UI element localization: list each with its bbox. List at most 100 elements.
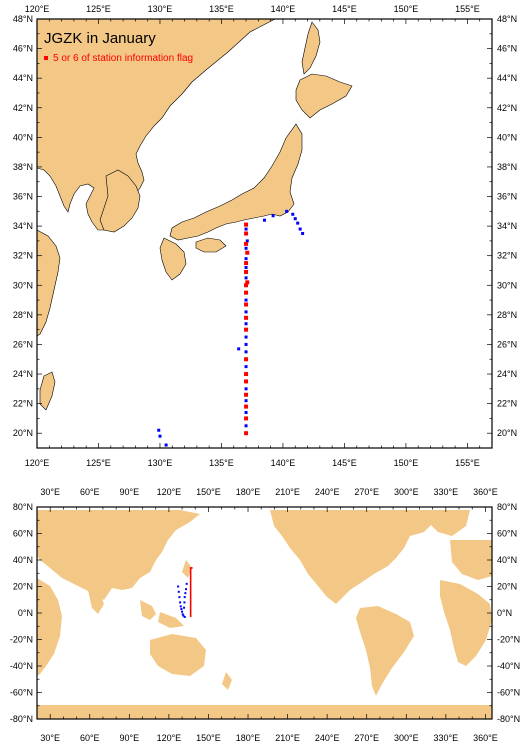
- lat-label: 48°N: [497, 14, 517, 24]
- flagged-station-point: [244, 379, 249, 384]
- lon-label: 360°E: [473, 733, 498, 743]
- flagged-station-point: [244, 302, 249, 307]
- flagged-station-point: [245, 280, 250, 285]
- lon-label: 150°E: [394, 458, 419, 468]
- lat-label: 42°N: [497, 103, 517, 113]
- flagged-station-point: [244, 327, 249, 332]
- lat-label: 0°N: [18, 608, 33, 618]
- lat-label: 38°N: [497, 162, 517, 172]
- flagged-station-point: [244, 241, 249, 246]
- world-map-ticks: [36, 506, 492, 720]
- lat-label: 0°N: [497, 608, 512, 618]
- lon-label: 240°E: [315, 733, 340, 743]
- lon-label: 140°E: [271, 458, 296, 468]
- flagged-station-point: [244, 404, 249, 409]
- station-point: [183, 601, 186, 604]
- station-point: [184, 592, 187, 595]
- station-point: [180, 608, 183, 611]
- lon-label: 125°E: [86, 458, 111, 468]
- lat-label: 30°N: [13, 280, 33, 290]
- lat-label: 26°N: [13, 339, 33, 349]
- flagged-station-point: [244, 231, 249, 236]
- lat-label: 24°N: [13, 369, 33, 379]
- lat-label: 28°N: [13, 310, 33, 320]
- lat-label: 20°N: [497, 428, 517, 438]
- flagged-station-point: [244, 431, 249, 436]
- station-point: [157, 428, 161, 432]
- lon-label: 120°E: [25, 458, 50, 468]
- station-point: [245, 239, 249, 243]
- regional-map-lon-labels-bottom: 120°E 125°E 130°E 135°E 140°E 145°E 150°E 155°E: [25, 458, 480, 468]
- lon-label: 270°E: [354, 733, 379, 743]
- lat-label: 32°N: [497, 251, 517, 261]
- lat-label: 22°N: [13, 399, 33, 409]
- lat-label: 38°N: [13, 162, 33, 172]
- lat-label: 22°N: [497, 399, 517, 409]
- flagged-station-point: [244, 372, 249, 377]
- station-point: [244, 257, 248, 261]
- flagged-track-line: [189, 567, 193, 617]
- lat-label: -20°N: [10, 635, 33, 645]
- station-point: [244, 298, 248, 302]
- lon-label: 180°E: [236, 733, 261, 743]
- lon-label: 145°E: [332, 4, 357, 14]
- station-point: [158, 434, 162, 438]
- flagged-station-point: [245, 250, 250, 255]
- lon-label: 150°E: [196, 487, 221, 497]
- lon-label: 150°E: [394, 4, 419, 14]
- lon-label: 125°E: [86, 4, 111, 14]
- station-point: [244, 310, 248, 314]
- flagged-station-point: [244, 290, 249, 295]
- lon-label: 140°E: [271, 4, 296, 14]
- flagged-station-point: [244, 269, 249, 274]
- station-point: [181, 613, 184, 616]
- lat-label: 60°N: [13, 529, 33, 539]
- lon-label: 120°E: [25, 4, 50, 14]
- station-point: [179, 601, 182, 604]
- flagged-station-point: [244, 416, 249, 421]
- station-point: [298, 227, 302, 231]
- lat-label: 46°N: [497, 44, 517, 54]
- station-point: [301, 232, 305, 235]
- regional-map-lat-labels-right: 20°N 22°N 24°N 26°N 28°N 30°N 32°N 34°N 36°N 38°N…: [497, 14, 517, 438]
- station-point: [291, 212, 295, 216]
- station-point: [293, 217, 297, 221]
- regional-map-land: [37, 19, 353, 411]
- flagged-station-point: [244, 315, 249, 320]
- lat-label: 80°N: [13, 502, 33, 512]
- lon-label: 240°E: [315, 487, 340, 497]
- lat-label: -80°N: [497, 714, 520, 724]
- station-point: [164, 443, 168, 447]
- station-point: [183, 606, 186, 609]
- lat-label: 40°N: [13, 132, 33, 142]
- lon-label: 300°E: [394, 733, 419, 743]
- station-point: [244, 410, 248, 414]
- lat-label: 36°N: [13, 192, 33, 202]
- station-point: [244, 365, 248, 369]
- lat-label: 30°N: [497, 280, 517, 290]
- lon-label: 130°E: [148, 4, 173, 14]
- station-point: [183, 615, 186, 618]
- lon-label: 360°E: [473, 487, 498, 497]
- lon-label: 145°E: [332, 458, 357, 468]
- lat-label: -60°N: [497, 688, 520, 698]
- flagged-station-point: [244, 283, 249, 288]
- station-point: [178, 596, 181, 599]
- lat-label: -60°N: [10, 688, 33, 698]
- station-point: [185, 588, 188, 591]
- station-point: [244, 387, 248, 391]
- station-point: [179, 605, 182, 608]
- lat-label: 80°N: [497, 502, 517, 512]
- world-map-lat-labels-right: 80°N 60°N 40°N 20°N 0°N -20°N -40°N -60°N -80°N: [497, 502, 520, 724]
- lon-label: 135°E: [209, 4, 234, 14]
- lon-label: 60°E: [80, 487, 100, 497]
- station-point: [244, 322, 248, 326]
- lon-label: 180°E: [236, 487, 261, 497]
- world-map-lat-labels-left: 80°N 60°N 40°N 20°N 0°N -20°N -40°N -60°N -80°N: [10, 502, 33, 724]
- regional-map-lon-labels-top: 120°E 125°E 130°E 135°E 140°E 145°E 150°E 155°E: [25, 4, 480, 14]
- station-point: [177, 585, 180, 588]
- lat-label: 28°N: [497, 310, 517, 320]
- lon-label: 155°E: [455, 458, 480, 468]
- flagged-station-point: [244, 261, 249, 266]
- lon-label: 120°E: [157, 487, 182, 497]
